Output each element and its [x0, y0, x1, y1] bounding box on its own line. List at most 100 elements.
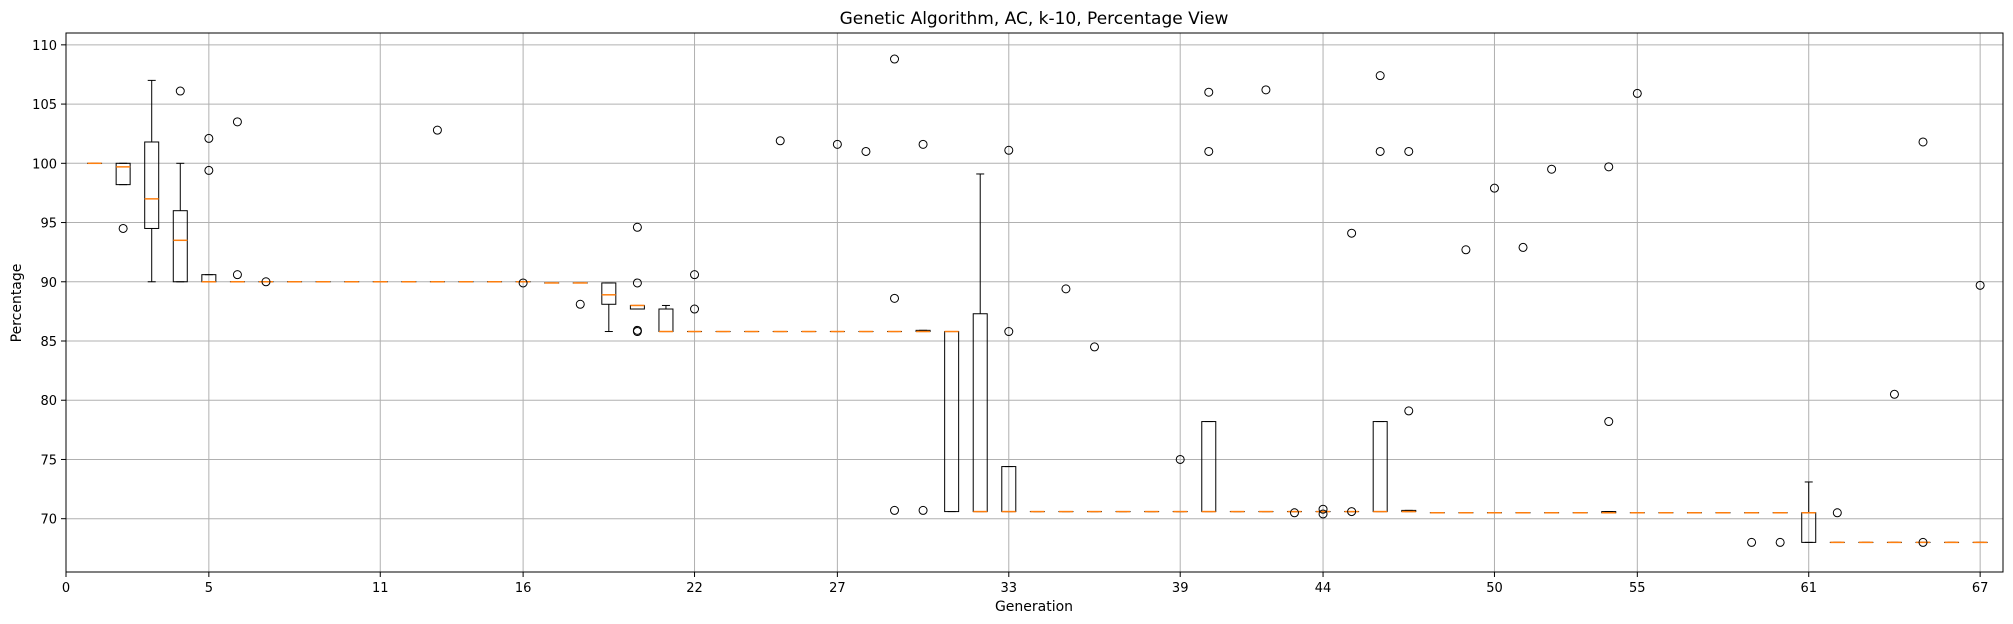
- box-group: [687, 270, 703, 333]
- box-group: [887, 54, 903, 515]
- box-group: [1315, 504, 1331, 519]
- outlier-point: [1175, 454, 1185, 464]
- y-tick-label: 110: [32, 39, 57, 54]
- x-tick-label: 33: [1001, 581, 1018, 596]
- box-group: [1515, 242, 1531, 514]
- box-group: [1372, 71, 1388, 513]
- y-tick-label: 85: [40, 335, 57, 350]
- box-group: [972, 173, 988, 513]
- outlier-point: [1832, 508, 1842, 518]
- outlier-point: [861, 146, 871, 156]
- outlier-point: [175, 86, 185, 96]
- box-group: [1915, 137, 1931, 547]
- outlier-point: [1604, 162, 1614, 172]
- y-tick-label: 105: [32, 98, 57, 113]
- outlier-point: [1261, 85, 1271, 95]
- outlier-point: [890, 505, 900, 515]
- outlier-point: [890, 54, 900, 64]
- outlier-point: [1547, 164, 1557, 174]
- outlier-point: [1747, 537, 1757, 547]
- box-group: [1258, 85, 1274, 513]
- box-group: [944, 330, 960, 513]
- outlier-point: [1347, 507, 1357, 517]
- outlier-point: [118, 223, 128, 233]
- y-tick-label: 100: [32, 157, 57, 172]
- box-group: [1172, 454, 1188, 513]
- box-group: [915, 139, 931, 515]
- outlier-point: [1089, 342, 1099, 352]
- outlier-point: [518, 278, 528, 288]
- outlier-point: [890, 293, 900, 303]
- box-group: [658, 304, 674, 333]
- box-iqr: [944, 331, 960, 513]
- x-tick-label: 5: [205, 581, 213, 596]
- box-group: [429, 125, 445, 283]
- outlier-point: [1604, 417, 1614, 427]
- outlier-point: [690, 270, 700, 280]
- outlier-point: [1918, 137, 1928, 147]
- box-group: [201, 133, 217, 283]
- outlier-point: [1004, 145, 1014, 155]
- outlier-point: [1061, 284, 1071, 294]
- y-axis-ticks: 70 75 80 85 90 95 100 105 110: [32, 39, 66, 528]
- box-group: [1201, 87, 1217, 513]
- box-group: [229, 117, 245, 283]
- outlier-point: [1404, 146, 1414, 156]
- box-iqr: [658, 308, 674, 333]
- outlier-point: [1004, 327, 1014, 337]
- box-iqr: [172, 210, 188, 283]
- outlier-point: [632, 222, 642, 232]
- box-iqr: [144, 141, 160, 229]
- box-iqr: [601, 282, 617, 305]
- box-group: [144, 79, 160, 283]
- x-tick-label: 27: [829, 581, 846, 596]
- box-group: [1458, 245, 1474, 514]
- outlier-point: [1632, 88, 1642, 98]
- box-group: [629, 222, 645, 337]
- box-group: [1772, 512, 1788, 547]
- outlier-point: [1289, 508, 1299, 518]
- outlier-point: [575, 299, 585, 309]
- box-group: [1801, 481, 1817, 543]
- box-group: [115, 162, 131, 233]
- outlier-point: [1489, 183, 1499, 193]
- y-tick-label: 95: [40, 217, 57, 232]
- x-axis-ticks: 0 5 11 16 22 27 33 39 44 50 55 61 67: [62, 572, 1989, 596]
- box-group: [1972, 280, 1988, 544]
- plot-area-frame: [65, 32, 2004, 573]
- outlier-point: [232, 270, 242, 280]
- box-group: [1058, 284, 1074, 513]
- box-iqr: [1372, 421, 1388, 513]
- box-group: [572, 282, 588, 309]
- x-tick-label: 50: [1486, 581, 1503, 596]
- y-axis-label: Percentage: [9, 264, 25, 343]
- box-iqr: [115, 162, 131, 186]
- outlier-point: [1375, 71, 1385, 81]
- box-group: [1601, 162, 1617, 514]
- box-iqr: [972, 313, 988, 513]
- x-tick-label: 44: [1315, 581, 1332, 596]
- outlier-point: [1889, 389, 1899, 399]
- box-group: [1344, 228, 1360, 517]
- outlier-point: [632, 278, 642, 288]
- x-tick-label: 0: [62, 581, 70, 596]
- outlier-point: [1775, 537, 1785, 547]
- chart-title: Genetic Algorithm, AC, k-10, Percentage …: [840, 9, 1229, 29]
- box-group: [172, 86, 188, 283]
- outlier-point: [232, 117, 242, 127]
- box-group: [772, 136, 788, 333]
- box-group: [1744, 512, 1760, 547]
- x-axis-label: Generation: [995, 599, 1073, 615]
- x-tick-label: 67: [1972, 581, 1989, 596]
- y-tick-label: 70: [40, 513, 57, 528]
- outlier-point: [1347, 228, 1357, 238]
- x-tick-label: 11: [372, 581, 389, 596]
- outlier-point: [1461, 245, 1471, 255]
- grid-lines: [65, 33, 2003, 572]
- outlier-point: [1518, 242, 1528, 252]
- box-group: [258, 277, 274, 287]
- box-iqr: [1201, 421, 1217, 513]
- box-group: [1629, 88, 1645, 514]
- outlier-point: [1204, 146, 1214, 156]
